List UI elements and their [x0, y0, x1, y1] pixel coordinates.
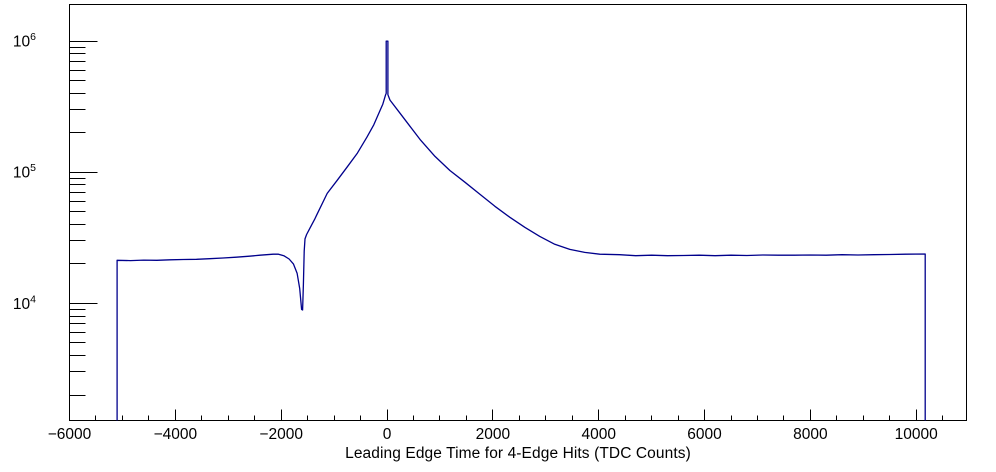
- x-tick-label: 0: [383, 426, 392, 443]
- leading-edge-time-histogram: [116, 40, 926, 421]
- y-tick-label: 106: [13, 31, 36, 51]
- x-tick-label: −2000: [259, 426, 303, 443]
- y-tick-label: 105: [13, 162, 36, 182]
- x-tick-label: 4000: [581, 426, 616, 443]
- x-axis-title: Leading Edge Time for 4-Edge Hits (TDC C…: [345, 445, 691, 462]
- x-tick-label: 10000: [895, 426, 938, 443]
- x-tick-label: 8000: [793, 426, 828, 443]
- y-tick-label: 104: [13, 293, 36, 313]
- x-tick-label: 6000: [687, 426, 722, 443]
- plot-frame: [69, 4, 967, 421]
- x-tick-label: −4000: [154, 426, 198, 443]
- x-tick-label: −6000: [48, 426, 92, 443]
- x-tick-label: 2000: [476, 426, 511, 443]
